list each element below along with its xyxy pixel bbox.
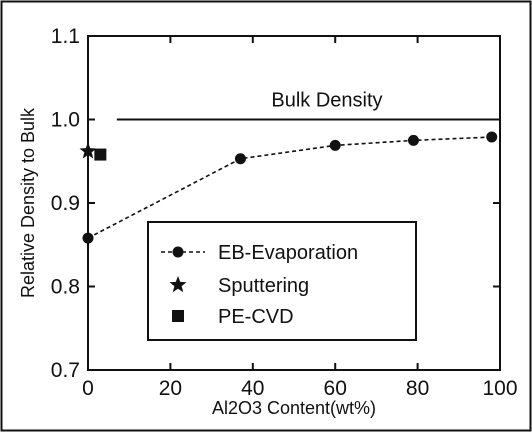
x-tick-label: 100 <box>482 377 517 400</box>
bulk-density-label: Bulk Density <box>271 90 382 112</box>
x-tick-label: 40 <box>241 377 264 400</box>
series-pe-cvd <box>94 148 107 161</box>
series-eb-evaporation <box>82 131 498 244</box>
legend: EB-Evaporation Sputtering PE-CVD <box>147 221 417 341</box>
data-point <box>486 131 498 143</box>
legend-marker <box>169 276 187 293</box>
y-tick-label: 1.0 <box>51 109 80 132</box>
y-tick-label: 0.9 <box>51 192 80 215</box>
legend-label: EB-Evaporation <box>218 242 358 264</box>
legend-box <box>147 221 417 341</box>
x-tick-label: 60 <box>324 377 347 400</box>
y-tick-label: 0.7 <box>51 359 80 382</box>
legend-marker <box>172 246 184 258</box>
legend-label: Sputtering <box>218 275 309 297</box>
legend-marker <box>172 310 184 322</box>
x-tick-label: 80 <box>406 377 429 400</box>
data-point <box>234 153 246 165</box>
legend-item: PE-CVD <box>172 306 294 328</box>
y-tick-label: 1.1 <box>51 25 80 48</box>
x-tick-label: 0 <box>82 377 94 400</box>
bulk-density-reference: Bulk Density <box>116 90 500 121</box>
data-point <box>329 139 341 151</box>
y-tick-label: 0.8 <box>51 276 80 299</box>
data-point <box>94 148 107 161</box>
x-tick-label: 20 <box>159 377 182 400</box>
y-axis-title: Relative Density to Bulk <box>18 107 38 298</box>
legend-item: Sputtering <box>169 275 309 297</box>
legend-item: EB-Evaporation <box>161 242 358 264</box>
series-sputtering <box>79 142 97 159</box>
data-point <box>407 134 419 146</box>
data-point <box>82 232 94 244</box>
x-axis-title: Al2O3 Content(wt%) <box>212 398 376 418</box>
series-layer <box>79 131 498 244</box>
x-axis: 0 20 40 60 80 100 <box>82 36 518 400</box>
data-point <box>79 142 97 159</box>
legend-label: PE-CVD <box>218 306 294 328</box>
